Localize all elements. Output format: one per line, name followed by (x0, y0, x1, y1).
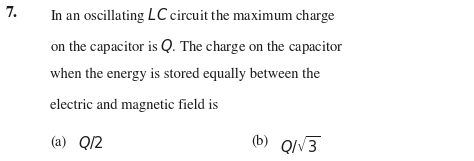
Text: In an oscillating $LC$ circuit the maximum charge: In an oscillating $LC$ circuit the maxim… (50, 6, 336, 25)
Text: (b): (b) (251, 134, 268, 148)
Text: electric and magnetic field is: electric and magnetic field is (50, 98, 218, 112)
Text: $Q/2$: $Q/2$ (78, 134, 104, 152)
Text: $Q/\sqrt{3}$: $Q/\sqrt{3}$ (280, 134, 320, 157)
Text: on the capacitor is $Q$. The charge on the capacitor: on the capacitor is $Q$. The charge on t… (50, 37, 344, 56)
Text: when the energy is stored equally between the: when the energy is stored equally betwee… (50, 68, 320, 81)
Text: 7.: 7. (6, 6, 18, 20)
Text: (a): (a) (50, 134, 66, 148)
